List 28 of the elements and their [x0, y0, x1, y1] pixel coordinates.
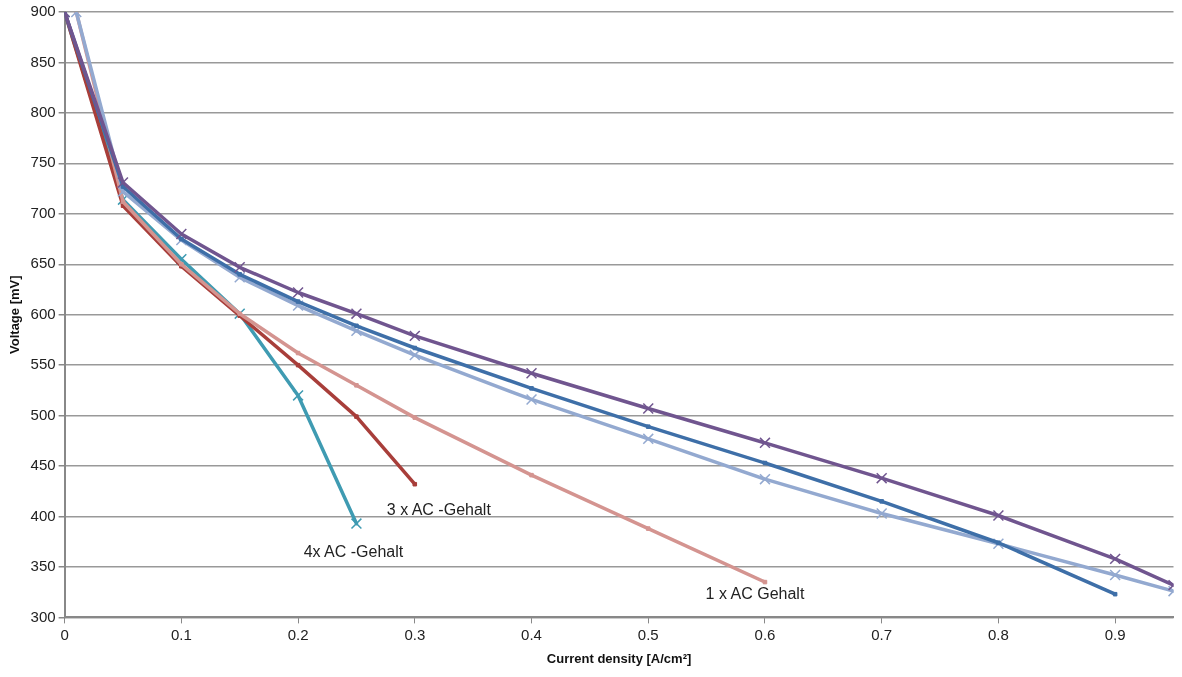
x-tick-label: 0.9: [1104, 625, 1126, 643]
x-tick-label: 0: [60, 625, 69, 643]
y-tick-label: 450: [30, 456, 56, 474]
x-tick-label: 0.3: [404, 625, 426, 643]
y-tick-label: 800: [30, 103, 56, 121]
series-label: 4x AC -Gehalt: [303, 542, 404, 560]
x-tick-label: 0.2: [287, 625, 309, 643]
x-tick-label: 0.7: [871, 625, 893, 643]
x-tick-label: 0.4: [521, 625, 542, 643]
x-tick-label: 0.1: [170, 625, 192, 643]
y-tick-label: 600: [30, 304, 56, 322]
x-tick-label: 0.8: [987, 625, 1009, 643]
y-axis-title: Voltage [mV]: [7, 275, 23, 354]
y-tick-label: 700: [30, 203, 56, 221]
series-label: 3 x AC -Gehalt: [386, 500, 492, 518]
y-tick-label: 550: [30, 355, 56, 373]
y-tick-label: 300: [30, 607, 56, 625]
y-tick-label: 500: [30, 405, 56, 423]
y-tick-label: 400: [30, 506, 56, 524]
y-tick-label: 650: [30, 254, 56, 272]
x-tick-label: 0.6: [754, 625, 776, 643]
x-axis-title: Current density [A/cm²]: [546, 650, 692, 666]
y-tick-label: 350: [30, 557, 56, 575]
y-tick-label: 750: [30, 153, 56, 171]
x-tick-label: 0.5: [637, 625, 659, 643]
y-tick-label: 900: [30, 2, 56, 20]
series-label: 1 x AC Gehalt: [705, 585, 805, 603]
y-tick-label: 850: [30, 52, 56, 70]
